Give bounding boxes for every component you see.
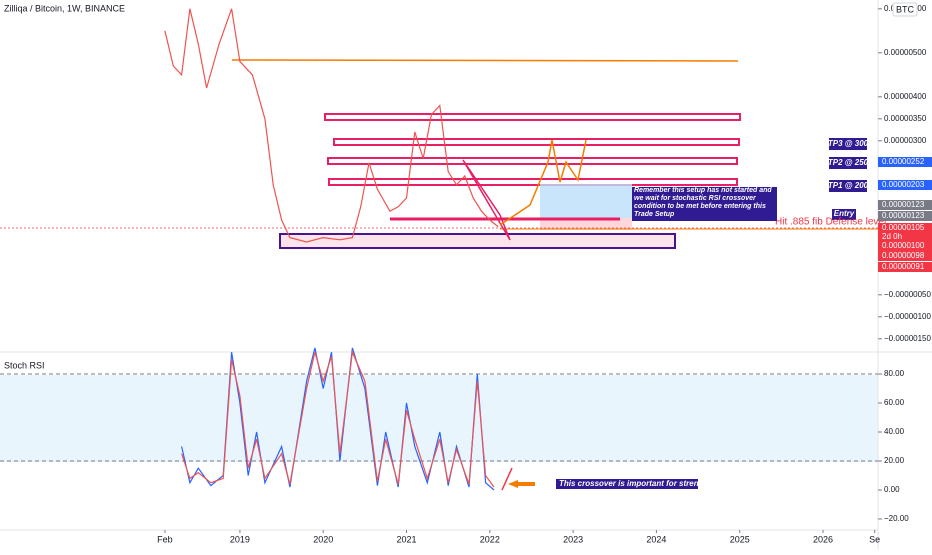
tag-bg [829,180,867,192]
y-tick-label: 0.00000350 [884,114,927,123]
x-tick-label: 2026 [813,534,833,544]
price-tag-label: 0.00000123 [882,200,925,209]
y-tick-label: 60.00 [884,398,905,407]
price-tag-label: 0.00000203 [882,180,925,189]
price-tag-label: 0.00000123 [882,211,925,220]
y-tick-label: −0.00000150 [884,334,931,343]
x-tick-label: 2021 [396,534,416,544]
currency-badge[interactable] [892,2,918,17]
y-tick-label: 80.00 [884,369,905,378]
x-tick-label: 2024 [646,534,666,544]
y-tick-label: 0.00 [884,485,900,494]
currency[interactable]: BTC [896,4,915,14]
tag-bg [829,138,867,150]
tp1-label: TP1 @ 200 [828,181,869,190]
indicator-title: Stoch RSI [4,360,45,370]
arrow [508,480,535,488]
y-tick-label: 0.00000400 [884,92,927,101]
projection [499,139,587,226]
x-tick-label: 2020 [313,534,333,544]
price-tag-label: 0.00000252 [882,157,925,166]
x-tick-label: Se [869,534,880,544]
target-box [540,184,632,218]
note-text: Remember this setup has not started and … [634,187,772,218]
price-tag [878,262,932,272]
y-tick-label: −0.00000050 [884,290,931,299]
price-tag-label: 0.00000100 [882,241,925,250]
zone [328,178,738,186]
price-tag-label: 0.00000105 [882,223,925,232]
stop-box [540,218,632,230]
x-tick-label: 2022 [480,534,500,544]
price-tag-label: 2d 0h [882,232,902,241]
note-bg [632,187,777,221]
series-line [164,8,499,243]
wedge [462,159,511,241]
crossover-label: This crossover is important for strength [559,479,711,488]
tag-bg [832,209,856,220]
tag-bg [556,479,698,489]
price-tag [878,200,932,210]
x-tick-label: 2023 [563,534,583,544]
y-tick-label: 40.00 [884,427,905,436]
tp3-label: TP3 @ 300 [828,139,869,148]
y-tick-label: 0.00000500 [884,48,927,57]
series-line [181,349,495,488]
price-tag [878,157,932,167]
resistance-line [231,59,739,62]
zone [324,113,741,121]
crossover-mark [501,467,513,491]
price-tag [878,232,932,242]
price-tag [878,251,932,261]
zone [333,138,740,146]
price-tag-label: 0.00000091 [882,262,925,271]
symbol: Zilliqa / Bitcoin, 1W, BINANCE [4,3,125,13]
y-tick-label: −20.00 [884,514,909,523]
y-tick-label: −0.00000100 [884,312,931,321]
note: Remember this setup has not started and … [634,187,772,218]
y-tick-label: 0.00000300 [884,136,927,145]
y-tick-label: 20.00 [884,456,905,465]
fib-label: Hit .885 fib Defense level [775,217,886,228]
rsi-band [0,375,878,462]
price-tag-label: 0.00000098 [882,251,925,260]
price-tag [878,223,932,233]
tp2-label: TP2 @ 250 [828,158,869,167]
accumulation-box [279,233,676,249]
entry-label: Entry [834,209,855,218]
x-tick-label: 2025 [730,534,750,544]
x-tick-label: 2019 [230,534,250,544]
zone [327,157,738,165]
price-tag [878,211,932,221]
tag-bg [829,157,867,169]
price-tag [878,241,932,251]
price-tag [878,180,932,190]
x-tick-label: Feb [157,534,173,544]
